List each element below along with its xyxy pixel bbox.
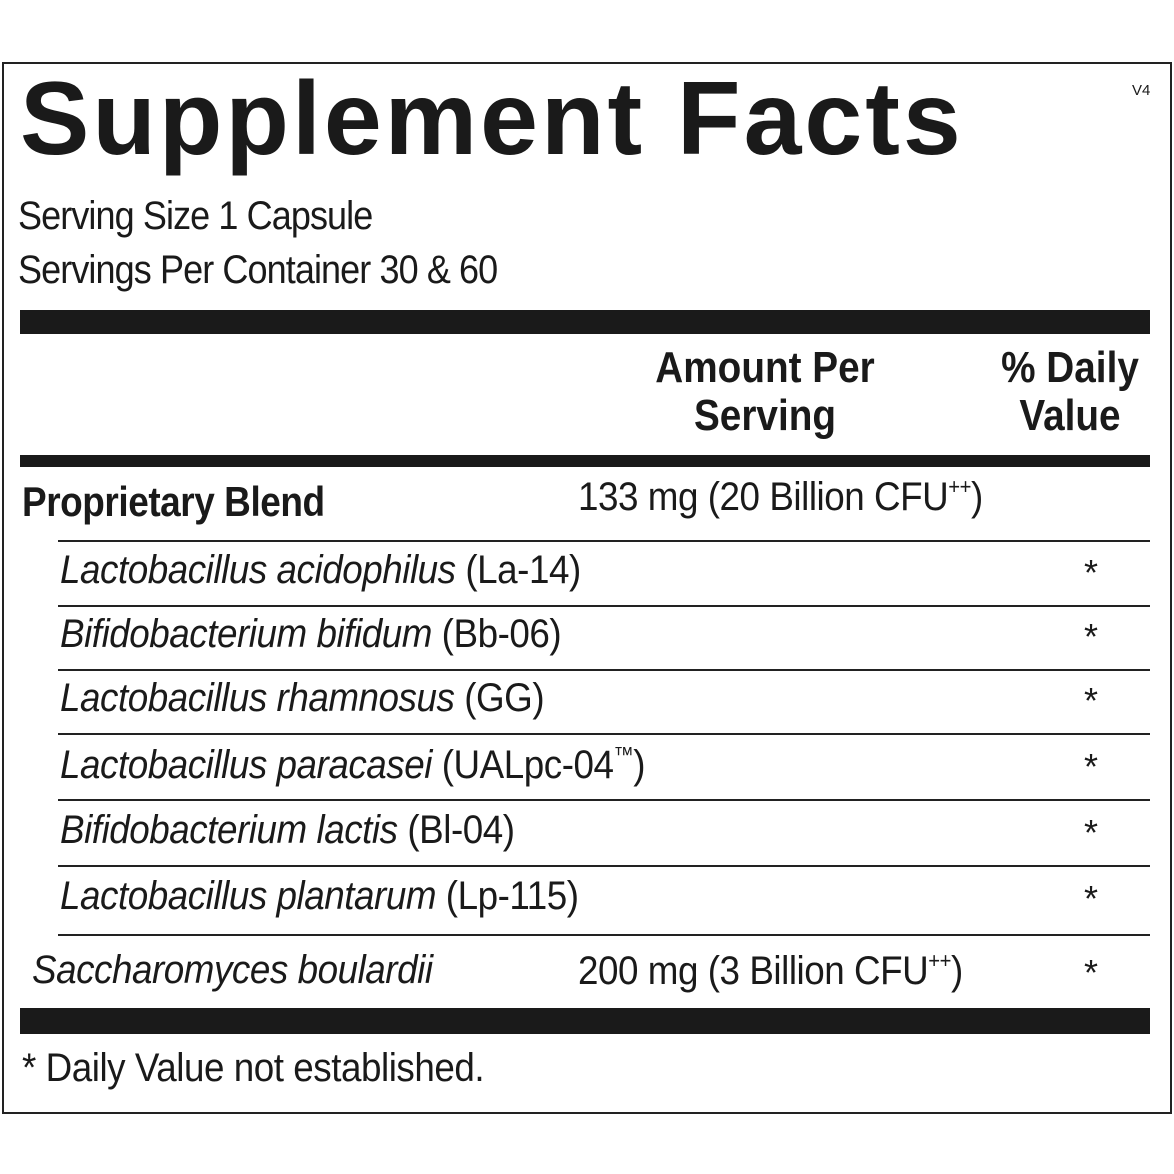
dv: * — [1084, 680, 1099, 721]
rule — [58, 669, 1150, 671]
other-species: Saccharomyces boulardii — [32, 948, 433, 992]
dv-header: % Daily Value — [986, 344, 1153, 440]
medium-bar — [20, 455, 1150, 467]
rule — [58, 865, 1150, 867]
superscript: ++ — [948, 474, 972, 499]
space — [456, 548, 466, 592]
text-part: ) — [951, 949, 963, 993]
text-part: 200 mg (3 Billion CFU — [578, 949, 929, 993]
text-part: (UALpc-04 — [441, 743, 614, 787]
text-part: 133 mg (20 Billion CFU — [578, 475, 949, 519]
title: Supplement Facts — [20, 61, 964, 177]
rule — [58, 799, 1150, 801]
header-line: % Daily — [1001, 343, 1139, 392]
amount-header: Amount Per Serving — [646, 344, 884, 440]
dv: * — [1084, 552, 1099, 593]
strain-row: Bifidobacterium lactis (Bl-04) — [60, 808, 515, 853]
species: Bifidobacterium lactis — [60, 808, 398, 852]
space — [432, 743, 442, 787]
strain-row: Lactobacillus acidophilus (La-14) — [60, 548, 581, 593]
species: Lactobacillus paracasei — [60, 743, 432, 787]
text-part: (Lp-115) — [445, 874, 579, 918]
space — [432, 612, 442, 656]
label-frame — [2, 62, 1172, 1114]
header-line: Value — [1019, 391, 1121, 440]
strain-row: Lactobacillus rhamnosus (GG) — [60, 676, 545, 721]
rule — [58, 605, 1150, 607]
dv: * — [1084, 812, 1099, 853]
species: Lactobacillus plantarum — [60, 874, 437, 918]
dv: * — [1084, 746, 1099, 787]
header-line: Serving — [693, 391, 837, 440]
text-part: (Bl-04) — [407, 808, 515, 852]
rule — [58, 934, 1150, 936]
other-amount: 200 mg (3 Billion CFU++) — [578, 948, 963, 994]
dv: * — [1084, 878, 1099, 919]
text-part: ) — [633, 743, 646, 787]
space — [454, 676, 464, 720]
dv: * — [1084, 952, 1099, 993]
space — [436, 874, 446, 918]
species: Lactobacillus rhamnosus — [60, 676, 455, 720]
thick-bar — [20, 310, 1150, 334]
header-line: Amount Per — [655, 343, 875, 392]
dv: * — [1084, 616, 1099, 657]
blend-amount: 133 mg (20 Billion CFU++) — [578, 474, 983, 520]
footnote: * Daily Value not established. — [22, 1046, 485, 1090]
rule — [58, 540, 1150, 542]
text-part: (La-14) — [465, 548, 581, 592]
species: Lactobacillus acidophilus — [60, 548, 456, 592]
servings-per-container: Servings Per Container 30 & 60 — [18, 248, 498, 292]
superscript: ™ — [613, 742, 634, 767]
thick-bar — [20, 1008, 1150, 1034]
space — [398, 808, 408, 852]
strain-row: Lactobacillus paracasei (UALpc-04™) — [60, 742, 646, 788]
strain-row: Lactobacillus plantarum (Lp-115) — [60, 874, 579, 919]
text-part: ) — [971, 475, 983, 519]
strain-row: Bifidobacterium bifidum (Bb-06) — [60, 612, 562, 657]
text-part: (GG) — [464, 676, 545, 720]
superscript: ++ — [928, 948, 952, 973]
serving-size: Serving Size 1 Capsule — [18, 194, 373, 238]
species: Bifidobacterium bifidum — [60, 612, 432, 656]
version: V4 — [1132, 82, 1151, 99]
text-part: (Bb-06) — [441, 612, 562, 656]
blend-name: Proprietary Blend — [22, 478, 325, 525]
rule — [58, 733, 1150, 735]
